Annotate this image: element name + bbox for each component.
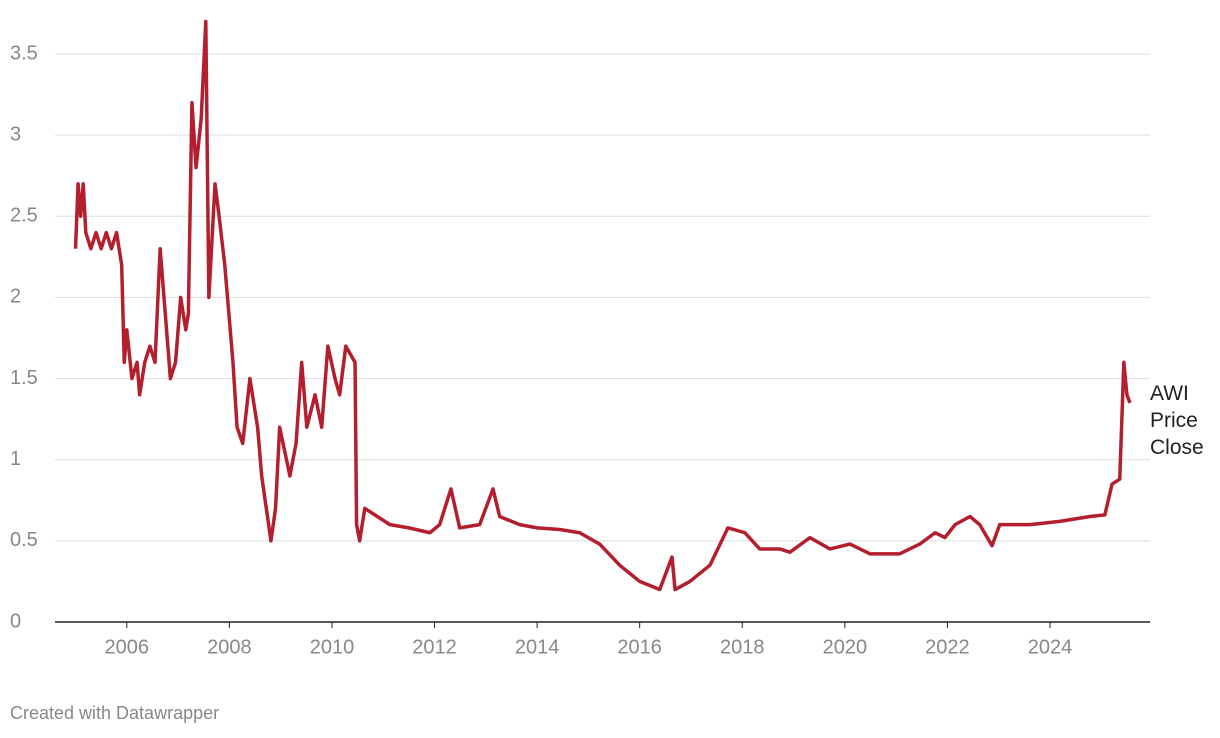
x-tick-label: 2022 bbox=[925, 636, 970, 658]
y-tick-label: 0 bbox=[10, 610, 21, 632]
y-tick-label: 0.5 bbox=[10, 529, 38, 551]
y-tick-label: 2.5 bbox=[10, 205, 38, 227]
series-label: AWI Price Close bbox=[1150, 382, 1204, 459]
x-tick-label: 2012 bbox=[412, 636, 457, 658]
x-tick-label: 2006 bbox=[105, 636, 150, 658]
y-tick-label: 1 bbox=[10, 448, 21, 470]
x-tick-label: 2014 bbox=[515, 636, 560, 658]
x-tick-label: 2016 bbox=[617, 636, 662, 658]
x-tick-label: 2018 bbox=[720, 636, 765, 658]
y-tick-label: 3 bbox=[10, 123, 21, 145]
x-tick-label: 2020 bbox=[823, 636, 868, 658]
x-tick-label: 2024 bbox=[1028, 636, 1073, 658]
x-tick-label: 2008 bbox=[207, 636, 252, 658]
line bbox=[73, 19, 1132, 592]
y-tick-label: 3.5 bbox=[10, 42, 38, 64]
y-tick-label: 1.5 bbox=[10, 367, 38, 389]
credit: Created with Datawrapper bbox=[10, 703, 220, 723]
x-tick-label: 2010 bbox=[310, 636, 355, 658]
y-tick-label: 2 bbox=[10, 286, 21, 308]
